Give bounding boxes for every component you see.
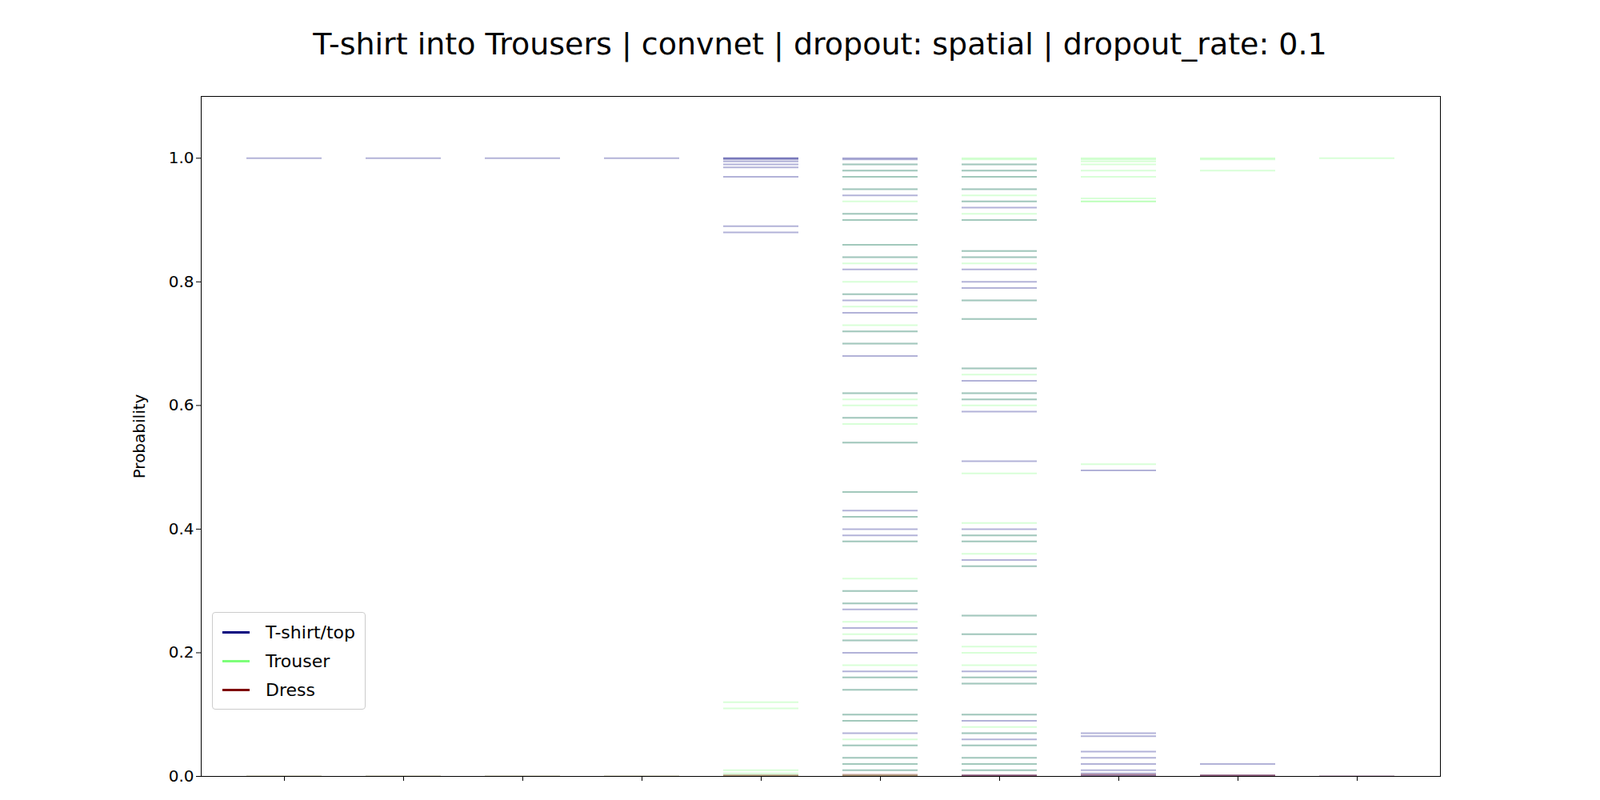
html-text:T-shirt into Trousers | convne: T-shirt into Trousers | convnet | dropou… (312, 26, 1328, 62)
svg-text:0.4: 0.4 (168, 519, 195, 539)
svg-text:0.6: 0.6 (168, 395, 195, 415)
html-text:T-shirt/top: T-shirt/top (265, 622, 356, 642)
svg-text:Probability: Probability (129, 393, 149, 479)
svg-text:0.0: 0.0 (168, 766, 195, 786)
html-text:Trouser: Trouser (265, 650, 330, 671)
html-text:Dress: Dress (265, 679, 316, 700)
svg-text:0.2: 0.2 (168, 642, 195, 662)
svg-text:0.8: 0.8 (168, 272, 195, 292)
svg-text:1.0: 1.0 (168, 148, 195, 168)
